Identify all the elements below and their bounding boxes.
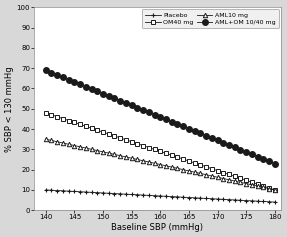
AML10 mg: [44, 138, 47, 141]
OM40 mg: [44, 111, 47, 114]
AML+OM 10/40 mg: [242, 149, 245, 152]
AML+OM 10/40 mg: [44, 69, 47, 72]
OM40 mg: [242, 178, 245, 181]
Line: AML+OM 10/40 mg: AML+OM 10/40 mg: [43, 68, 278, 166]
AML10 mg: [187, 169, 191, 172]
OM40 mg: [230, 174, 234, 177]
Legend: Placebo, OM40 mg, AML10 mg, AML+OM 10/40 mg: Placebo, OM40 mg, AML10 mg, AML+OM 10/40…: [142, 9, 279, 28]
AML10 mg: [170, 166, 173, 169]
Placebo: [213, 197, 216, 200]
Placebo: [273, 201, 277, 204]
AML+OM 10/40 mg: [230, 145, 234, 147]
AML+OM 10/40 mg: [273, 162, 277, 165]
Line: AML10 mg: AML10 mg: [44, 137, 277, 192]
AML10 mg: [242, 182, 245, 184]
OM40 mg: [273, 188, 277, 191]
AML10 mg: [213, 175, 216, 178]
Placebo: [187, 196, 191, 199]
Placebo: [250, 200, 254, 202]
OM40 mg: [213, 168, 216, 171]
AML10 mg: [230, 179, 234, 182]
AML10 mg: [273, 188, 277, 191]
Line: Placebo: Placebo: [44, 188, 277, 204]
AML+OM 10/40 mg: [250, 153, 254, 156]
Placebo: [44, 188, 47, 191]
Placebo: [230, 198, 234, 201]
Placebo: [242, 199, 245, 202]
AML+OM 10/40 mg: [213, 138, 216, 141]
AML+OM 10/40 mg: [170, 120, 173, 123]
AML10 mg: [250, 183, 254, 186]
AML+OM 10/40 mg: [187, 127, 191, 130]
Placebo: [170, 195, 173, 198]
Y-axis label: % SBP < 130 mmHg: % SBP < 130 mmHg: [5, 66, 14, 152]
OM40 mg: [170, 154, 173, 157]
OM40 mg: [250, 181, 254, 184]
OM40 mg: [187, 160, 191, 162]
X-axis label: Baseline SBP (mmHg): Baseline SBP (mmHg): [111, 223, 203, 232]
Line: OM40 mg: OM40 mg: [44, 111, 277, 192]
